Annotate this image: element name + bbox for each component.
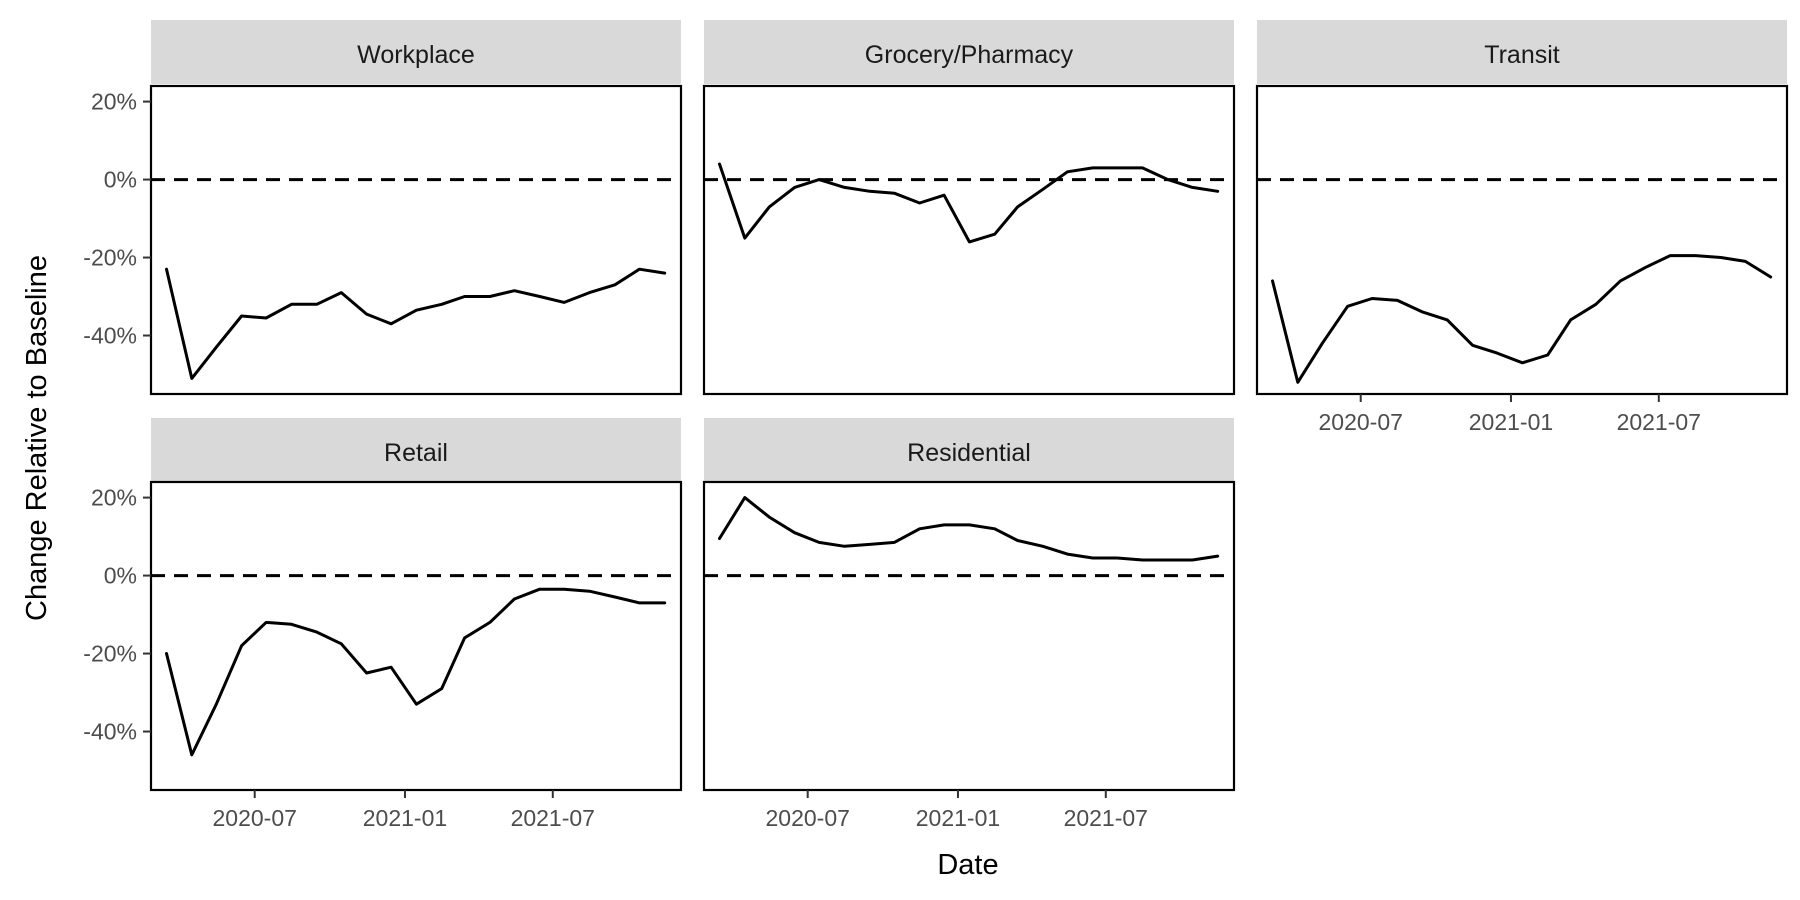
series-line-residential bbox=[718, 496, 1220, 562]
x-tick-label: 2021-01 bbox=[916, 805, 1000, 831]
strip-background bbox=[151, 20, 681, 84]
panel-border bbox=[702, 84, 1236, 396]
panel-workplace: Workplace 20% 0% -20% -40% bbox=[83, 20, 683, 396]
y-tick-label: 20% bbox=[91, 485, 137, 511]
panel-border bbox=[149, 480, 683, 792]
x-tick-label: 2020-07 bbox=[213, 805, 297, 831]
y-tick-label: -20% bbox=[83, 641, 137, 667]
y-tick-label: 20% bbox=[91, 89, 137, 115]
x-tick-label: 2021-01 bbox=[1469, 409, 1553, 435]
panel-border bbox=[702, 480, 1236, 792]
strip-label: Residential bbox=[907, 439, 1031, 467]
x-tick-label: 2021-07 bbox=[1617, 409, 1701, 435]
y-tick-label: 0% bbox=[104, 563, 137, 589]
panel-transit: Transit 2020-07 2021-01 2021-07 bbox=[1255, 20, 1789, 435]
series-line-workplace bbox=[165, 267, 667, 380]
panel-residential: Residential 2020-07 2021-01 2021-07 bbox=[702, 418, 1236, 831]
x-tick-label: 2020-07 bbox=[1319, 409, 1403, 435]
panel-retail: Retail 20% 0% -20% -40% 2020-07 2021-01 2021-07 bbox=[83, 418, 683, 831]
series-line-grocery-pharmacy bbox=[718, 162, 1220, 244]
strip-background bbox=[1257, 20, 1787, 84]
y-tick-label: -20% bbox=[83, 245, 137, 271]
y-tick-label: -40% bbox=[83, 719, 137, 745]
strip-background bbox=[704, 418, 1234, 482]
x-axis-title: Date bbox=[937, 849, 998, 881]
x-tick-label: 2021-07 bbox=[1064, 805, 1148, 831]
strip-label: Retail bbox=[384, 439, 448, 467]
panel-grocery-pharmacy: Grocery/Pharmacy bbox=[702, 20, 1236, 396]
strip-background bbox=[704, 20, 1234, 84]
x-tick-label: 2020-07 bbox=[766, 805, 850, 831]
panels: Workplace 20% 0% -20% -40% Grocery/Pharmacy Tr… bbox=[83, 20, 1789, 831]
strip-label: Workplace bbox=[357, 41, 475, 69]
y-tick-label: 0% bbox=[104, 167, 137, 193]
y-axis-title: Change Relative to Baseline bbox=[21, 255, 53, 621]
panel-border bbox=[149, 84, 683, 396]
series-line-retail bbox=[165, 587, 667, 757]
panel-border bbox=[1255, 84, 1789, 396]
y-tick-label: -40% bbox=[83, 323, 137, 349]
series-line-transit bbox=[1271, 254, 1773, 384]
strip-label: Grocery/Pharmacy bbox=[865, 41, 1074, 69]
x-tick-label: 2021-01 bbox=[363, 805, 447, 831]
x-tick-label: 2021-07 bbox=[511, 805, 595, 831]
strip-background bbox=[151, 418, 681, 482]
strip-label: Transit bbox=[1484, 41, 1560, 69]
